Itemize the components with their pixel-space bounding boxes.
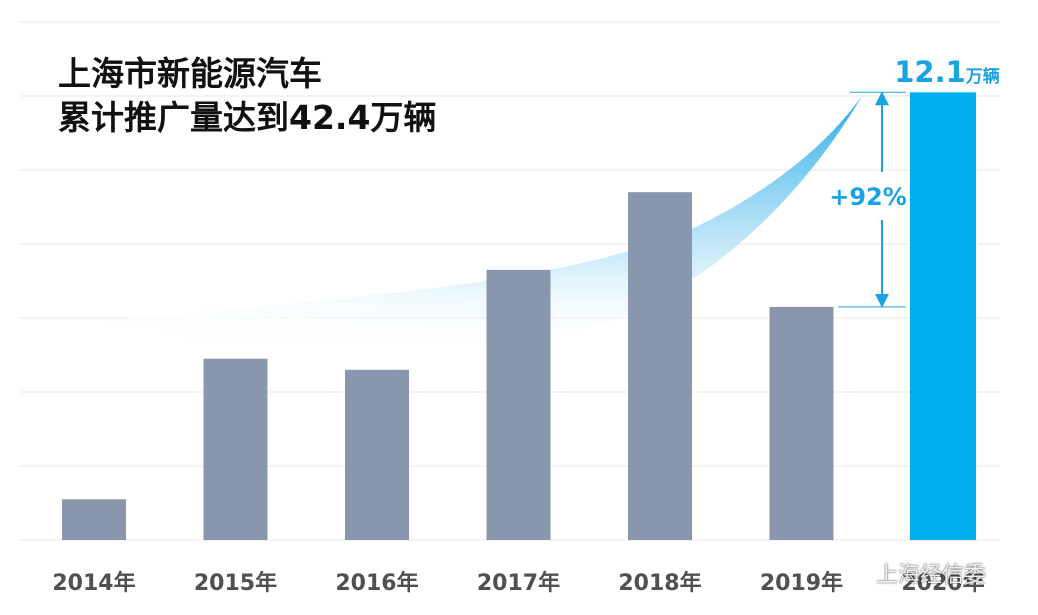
data-label-2020: 12.1万辆 [894,55,1000,89]
growth-annotation: +92% [829,91,907,308]
title-line-2: 累计推广量达到42.4万辆 [58,98,437,137]
bar-2020年 [910,92,976,541]
bar-2014年 [62,499,126,540]
watermark-text: 上海经信委 [876,563,987,588]
x-tick-label: 2016年 [335,570,418,596]
bar-2016年 [345,369,409,540]
x-tick-label: 2014年 [52,570,135,596]
x-tick-label: 2018年 [618,570,701,596]
wechat-icon [840,561,870,585]
title-line-1: 上海市新能源汽车 [58,54,322,93]
x-tick-label: 2020年 [901,570,984,596]
bar-2017年 [486,269,551,540]
watermark: 上海经信委 [840,557,986,589]
bar-2015年 [203,358,268,540]
growth-percent-label: +92% [829,183,907,211]
x-tick-label: 2019年 [760,570,843,596]
x-tick-label: 2015年 [194,570,277,596]
x-tick-label: 2017年 [477,570,560,596]
bar-2019年 [769,306,834,540]
chart-title: 上海市新能源汽车 累计推广量达到42.4万辆 [58,52,436,140]
bar-2018年 [628,192,692,540]
